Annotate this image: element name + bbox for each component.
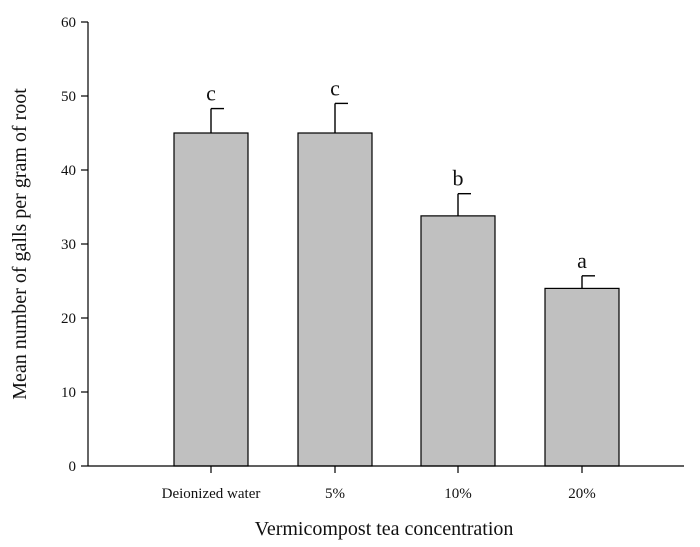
x-axis: Deionized water 5% 10% 20% xyxy=(88,465,684,502)
significance-letter: a xyxy=(577,248,587,273)
significance-letter: c xyxy=(330,75,340,100)
significance-letter: c xyxy=(206,81,216,106)
x-tick-label: 10% xyxy=(444,486,472,502)
error-bars-layer xyxy=(210,102,595,289)
y-tick-label: 50 xyxy=(61,89,76,105)
y-tick-label: 0 xyxy=(69,459,77,475)
x-tick-label: 20% xyxy=(568,486,596,502)
significance-letters-layer: c c b a xyxy=(206,75,587,272)
y-tick-label: 10 xyxy=(61,385,76,401)
bar xyxy=(173,132,249,467)
x-tick-label: Deionized water xyxy=(162,486,261,502)
y-tick-label: 60 xyxy=(61,15,76,31)
y-tick-label: 30 xyxy=(61,237,76,253)
y-axis-title: Mean number of galls per gram of root xyxy=(9,88,31,400)
bar xyxy=(544,287,620,467)
y-tick-label: 40 xyxy=(61,163,76,179)
bars-layer xyxy=(173,132,620,467)
x-tick-label: 5% xyxy=(325,486,345,502)
significance-letter: b xyxy=(453,166,464,191)
x-axis-title: Vermicompost tea concentration xyxy=(255,518,514,540)
bar xyxy=(297,132,373,467)
y-axis: 0 10 20 30 40 50 60 xyxy=(61,15,89,475)
bar xyxy=(420,215,496,467)
y-tick-label: 20 xyxy=(61,311,76,327)
